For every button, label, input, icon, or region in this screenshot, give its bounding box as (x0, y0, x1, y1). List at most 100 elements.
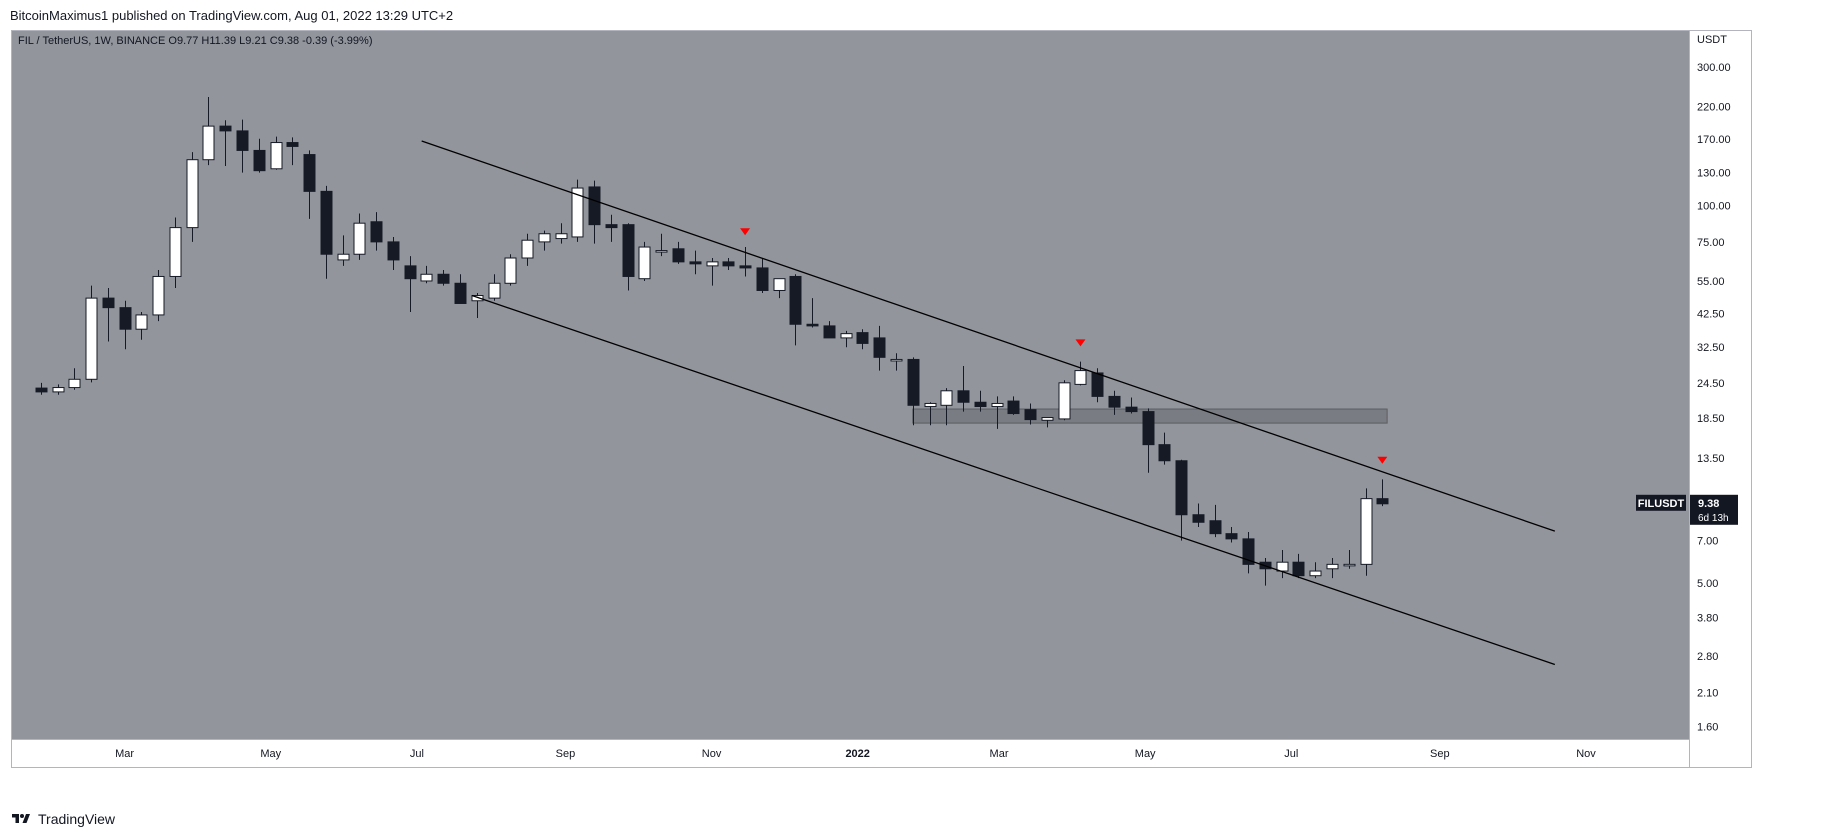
candle-up (1326, 563, 1339, 570)
ohlc-value: 9.77 (177, 35, 201, 47)
symbol-legend: FIL / TetherUS, 1W, BINANCE O9.77 H11.39… (18, 35, 372, 47)
y-tick-label: 170.00 (1697, 134, 1731, 146)
candle-down (856, 332, 869, 344)
support-trendline (471, 294, 1556, 666)
candle-down (789, 275, 802, 325)
y-tick-label: 24.50 (1697, 378, 1725, 390)
y-axis-unit: USDT (1697, 34, 1727, 46)
candle-down (236, 130, 249, 151)
candle-down (1007, 400, 1020, 415)
candle-up (202, 125, 215, 161)
candle-down (1192, 514, 1205, 523)
candle-down (974, 401, 987, 408)
y-tick-label: 55.00 (1697, 276, 1725, 288)
price-chart[interactable]: USDT 300.00 220.00 170.00 130.00 100.00 75.00 5… (12, 31, 1751, 767)
candle-down (1292, 561, 1305, 577)
candle-down (387, 241, 400, 261)
x-tick-label: Mar (990, 748, 1009, 760)
y-tick-label: 13.50 (1697, 453, 1725, 465)
x-tick-label: Sep (556, 748, 576, 760)
ohlc-value: 9.38 (278, 35, 302, 47)
candle-down (823, 325, 836, 339)
ohlc-key: O (168, 35, 177, 47)
candle-down (1108, 395, 1121, 408)
tradingview-watermark[interactable]: TradingView (10, 810, 115, 828)
candle-down (219, 125, 232, 132)
candle-up (638, 246, 651, 280)
candle-up (1041, 417, 1054, 421)
candle-up (1074, 370, 1087, 385)
candle-down (119, 307, 132, 330)
price-axis (1689, 31, 1749, 767)
symbol-label: FILUSDT (1638, 498, 1685, 510)
last-price-label: 9.38 (1698, 498, 1719, 510)
candle-up (840, 333, 853, 339)
y-tick-label: 3.80 (1697, 613, 1718, 625)
candle-down (1125, 406, 1138, 413)
candle-down (253, 149, 266, 172)
candle-up (991, 402, 1004, 408)
candle-down (689, 261, 702, 265)
x-tick-label: Nov (1576, 748, 1596, 760)
candle-up (538, 233, 551, 243)
candle-down (1225, 533, 1238, 540)
red-down-arrow-icon (1075, 339, 1086, 347)
x-tick-label: Jul (1284, 748, 1298, 760)
red-down-arrow-icon (1377, 456, 1388, 464)
candle-down (404, 265, 417, 280)
x-tick-label: May (260, 748, 281, 760)
candle-down (722, 261, 735, 267)
candle-down (454, 282, 467, 304)
candle-down (370, 221, 383, 243)
y-tick-label: 2.10 (1697, 687, 1718, 699)
y-tick-label: 42.50 (1697, 308, 1725, 320)
candle-up (890, 358, 903, 362)
candle-down (1142, 411, 1155, 446)
candle-up (420, 273, 433, 282)
candle-down (605, 224, 618, 229)
ohlc-value: 9.21 (245, 35, 269, 47)
candle-up (571, 187, 584, 238)
ohlc-key: C (270, 35, 278, 47)
x-tick-label: May (1135, 748, 1156, 760)
candle-up (706, 261, 719, 267)
candle-down (102, 297, 115, 309)
countdown-label: 6d 13h (1698, 513, 1729, 524)
candle-down (1158, 444, 1171, 462)
x-tick-label: Nov (702, 748, 722, 760)
price-label-box (1690, 494, 1738, 525)
plot-area (12, 31, 1689, 739)
change-value: -0.39 (-3.99%) (302, 35, 372, 47)
candle-up (504, 257, 517, 284)
red-down-arrow-icon (740, 228, 751, 236)
candle-up (186, 159, 199, 229)
candle-up (940, 390, 953, 406)
x-tick-label: Mar (115, 748, 134, 760)
candle-up (471, 295, 484, 302)
candle-down (1376, 498, 1389, 505)
candle-up (270, 142, 283, 170)
x-tick-label: Sep (1430, 748, 1450, 760)
y-tick-label: 5.00 (1697, 578, 1718, 590)
published-line: BitcoinMaximus1 published on TradingView… (10, 8, 454, 23)
candle-down (1242, 538, 1255, 565)
watermark-text: TradingView (38, 811, 116, 827)
y-tick-label: 300.00 (1697, 62, 1731, 74)
candle-down (286, 142, 299, 147)
candle-down (957, 390, 970, 403)
candle-up (1058, 382, 1071, 420)
x-tick-label: Jul (410, 748, 424, 760)
y-tick-label: 220.00 (1697, 101, 1731, 113)
candle-down (1091, 372, 1104, 397)
y-tick-label: 75.00 (1697, 237, 1725, 249)
y-tick-label: 1.60 (1697, 722, 1718, 734)
candle-up (924, 402, 937, 408)
candle-down (303, 154, 316, 192)
candle-up (169, 227, 182, 277)
candle-down (1175, 460, 1188, 516)
candle-up (353, 222, 366, 255)
candle-up (1309, 570, 1322, 577)
candle-down (320, 190, 333, 255)
y-tick-label: 18.50 (1697, 413, 1725, 425)
candle-up (655, 250, 668, 253)
